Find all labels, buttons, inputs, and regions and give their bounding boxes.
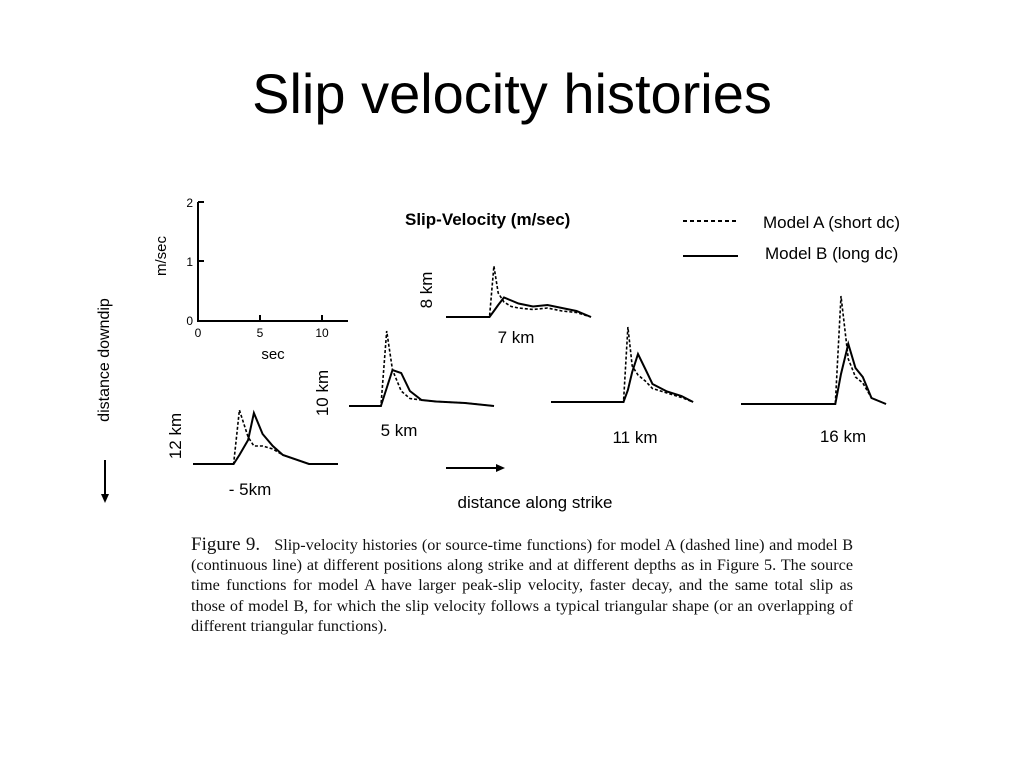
panel-minus5km-strike-label: - 5km	[229, 480, 272, 499]
scale-xtick-label-10: 10	[315, 326, 329, 340]
panel-7km-model-b-trace	[446, 296, 592, 318]
panel-5km-strike-label: 5 km	[381, 421, 418, 440]
scale-ytick-label-2: 2	[186, 196, 193, 210]
panel-11km-strike-label: 11 km	[612, 428, 657, 447]
caption-figure-label: Figure 9.	[191, 534, 261, 555]
panel-minus5km-depth-label: 12 km	[166, 413, 185, 459]
downdip-arrowhead	[101, 494, 109, 503]
scale-ytick-label-1: 1	[186, 255, 193, 269]
panel-7km-strike-label: 7 km	[498, 328, 535, 347]
figure-header: Slip-Velocity (m/sec)	[405, 210, 570, 229]
caption-text: Slip-velocity histories (or source-time …	[191, 536, 853, 635]
panel-16km-model-a-trace	[741, 295, 887, 405]
slide-title: Slip velocity histories	[252, 62, 772, 125]
panel-11km-model-a-trace	[551, 326, 694, 403]
scale-ylabel: m/sec	[153, 236, 170, 277]
panel-7km-depth-label: 8 km	[417, 272, 436, 309]
panel-minus5km-model-b-trace	[193, 409, 338, 465]
panel-5km-model-a-trace	[349, 330, 495, 407]
strike-label: distance along strike	[458, 493, 613, 512]
legend-model-a-label: Model A (short dc)	[763, 213, 900, 232]
panel-7km-model-a-trace	[446, 265, 592, 318]
scale-axes	[197, 201, 348, 322]
panel-16km-strike-label: 16 km	[820, 427, 866, 446]
trace-layer	[193, 265, 887, 465]
scale-xtick-label-5: 5	[257, 326, 264, 340]
figure-caption: Figure 9. Slip-velocity histories (or sou…	[191, 534, 853, 636]
scale-ytick-label-0: 0	[186, 314, 193, 328]
panel-5km-depth-label: 10 km	[313, 370, 332, 416]
legend-model-b-label: Model B (long dc)	[765, 244, 898, 263]
strike-arrowhead	[496, 464, 505, 472]
scale-xlabel: sec	[261, 346, 285, 363]
scale-xtick-label-0: 0	[195, 326, 202, 340]
panel-16km-model-b-trace	[741, 340, 887, 405]
downdip-label: distance downdip	[96, 298, 113, 422]
panel-5km-model-b-trace	[349, 368, 495, 407]
panel-11km-model-b-trace	[551, 351, 694, 403]
